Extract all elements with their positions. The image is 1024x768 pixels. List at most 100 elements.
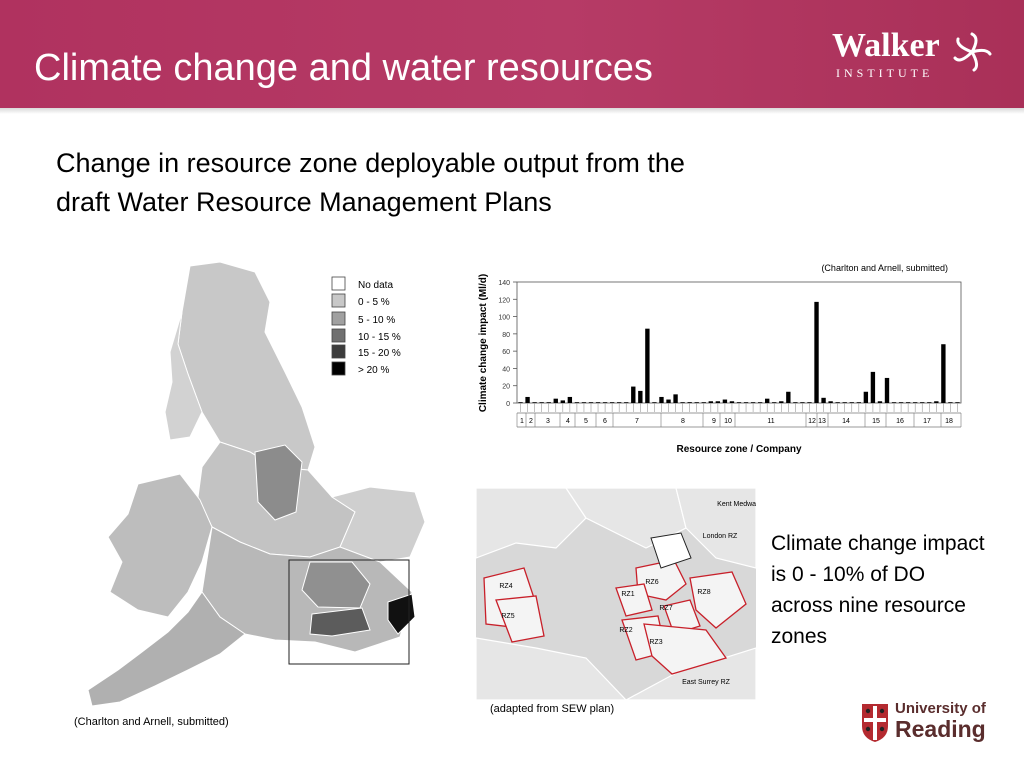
bar xyxy=(800,402,805,403)
y-tick-label: 100 xyxy=(498,315,510,322)
bar xyxy=(673,394,678,403)
bar xyxy=(786,391,791,403)
bar xyxy=(680,402,685,403)
y-tick-label: 0 xyxy=(506,401,510,408)
bar xyxy=(595,402,601,403)
legend-label: 15 - 20 % xyxy=(358,348,401,359)
bar xyxy=(729,401,735,403)
map-region-northwest xyxy=(164,311,203,441)
logo-sub: INSTITUTE xyxy=(836,66,934,80)
bar xyxy=(617,402,622,403)
y-tick-label: 20 xyxy=(502,384,510,391)
map-region-southwest xyxy=(87,591,246,707)
bar xyxy=(884,377,890,403)
company-label: 3 xyxy=(546,418,550,425)
legend-label: 0 - 5 % xyxy=(358,297,390,308)
y-tick-label: 60 xyxy=(502,349,510,356)
climate-impact-chart: (Charlton and Arnell, submitted) 0 20 40 60 8… xyxy=(465,255,967,455)
company-label: 1 xyxy=(520,418,524,425)
company-label: 10 xyxy=(724,418,732,425)
company-label: 8 xyxy=(681,418,685,425)
y-tick-label: 120 xyxy=(498,297,510,304)
bar xyxy=(814,301,819,403)
legend-swatch xyxy=(331,344,346,359)
university-line1: University of xyxy=(895,700,986,717)
bar xyxy=(793,402,798,403)
bar xyxy=(765,398,770,403)
logo-word: Walker xyxy=(832,27,940,64)
company-label: 6 xyxy=(603,418,607,425)
company-label: 15 xyxy=(872,418,880,425)
x-axis-label: Resource zone / Company xyxy=(676,444,801,455)
bar xyxy=(624,402,629,403)
bar xyxy=(518,402,523,403)
zone-label: London RZ xyxy=(703,533,738,540)
bar xyxy=(638,390,643,403)
y-axis-label: Climate change impact (Ml/d) xyxy=(478,274,489,412)
chart-caption: (Charlton and Arnell, submitted) xyxy=(821,263,948,273)
map-region-east xyxy=(330,486,426,563)
university-of-reading-logo: University of Reading xyxy=(860,700,990,746)
bar xyxy=(779,401,784,403)
plot-area xyxy=(516,281,962,404)
bar xyxy=(560,400,565,403)
bar xyxy=(609,402,615,403)
bar xyxy=(842,402,847,403)
zones-map-caption: (adapted from SEW plan) xyxy=(490,703,615,715)
y-tick-label: 40 xyxy=(502,366,510,373)
sew-resource-zones-map: Kent Medway RZ London RZ East Surrey RZ RZ4… xyxy=(476,488,756,700)
legend-label: No data xyxy=(358,280,393,291)
title-banner xyxy=(0,0,1024,108)
map-region-southeast-mid xyxy=(301,561,371,609)
bar xyxy=(898,402,904,403)
zone-label: RZ3 xyxy=(649,639,662,646)
bar xyxy=(525,396,530,403)
bar xyxy=(927,402,932,403)
bar xyxy=(645,328,650,403)
legend-swatch xyxy=(331,293,346,308)
university-line2: Reading xyxy=(895,716,986,742)
company-label: 7 xyxy=(635,418,639,425)
map-region-north xyxy=(177,261,316,471)
bar xyxy=(743,402,749,403)
legend-swatch xyxy=(331,311,346,326)
bar xyxy=(891,402,897,403)
bar xyxy=(602,402,608,403)
bar xyxy=(849,402,854,403)
legend-label: 10 - 15 % xyxy=(358,332,401,343)
banner-divider xyxy=(0,108,1024,114)
company-label: 12 xyxy=(808,418,816,425)
company-label: 13 xyxy=(818,418,826,425)
company-label: 18 xyxy=(945,418,953,425)
bar xyxy=(546,402,551,403)
bar xyxy=(750,402,756,403)
bar xyxy=(659,396,664,403)
zone-label: RZ1 xyxy=(621,591,634,598)
legend-swatch xyxy=(331,328,346,343)
bar xyxy=(877,401,883,403)
company-label: 14 xyxy=(842,418,850,425)
zone-label: RZ7 xyxy=(659,605,672,612)
y-tick-label: 80 xyxy=(502,332,510,339)
bar xyxy=(757,402,763,403)
company-label: 11 xyxy=(767,418,774,425)
company-label: 16 xyxy=(896,418,904,425)
bar xyxy=(715,401,721,403)
bar xyxy=(539,402,544,403)
slide-title: Climate change and water resources xyxy=(34,47,653,89)
crest-icon xyxy=(862,704,888,742)
map-region-dark-midlands xyxy=(254,444,303,521)
legend-swatch xyxy=(331,276,346,291)
bar xyxy=(687,402,692,403)
y-tick-label: 140 xyxy=(498,280,510,287)
bar xyxy=(666,399,671,403)
bar xyxy=(652,402,657,403)
bar xyxy=(736,402,742,403)
map-region-kent-black xyxy=(387,593,416,635)
bar xyxy=(828,401,833,403)
bar xyxy=(934,401,939,403)
company-label: 17 xyxy=(923,418,931,425)
company-label: 5 xyxy=(584,418,588,425)
bar xyxy=(955,402,960,403)
company-label: 4 xyxy=(566,418,570,425)
